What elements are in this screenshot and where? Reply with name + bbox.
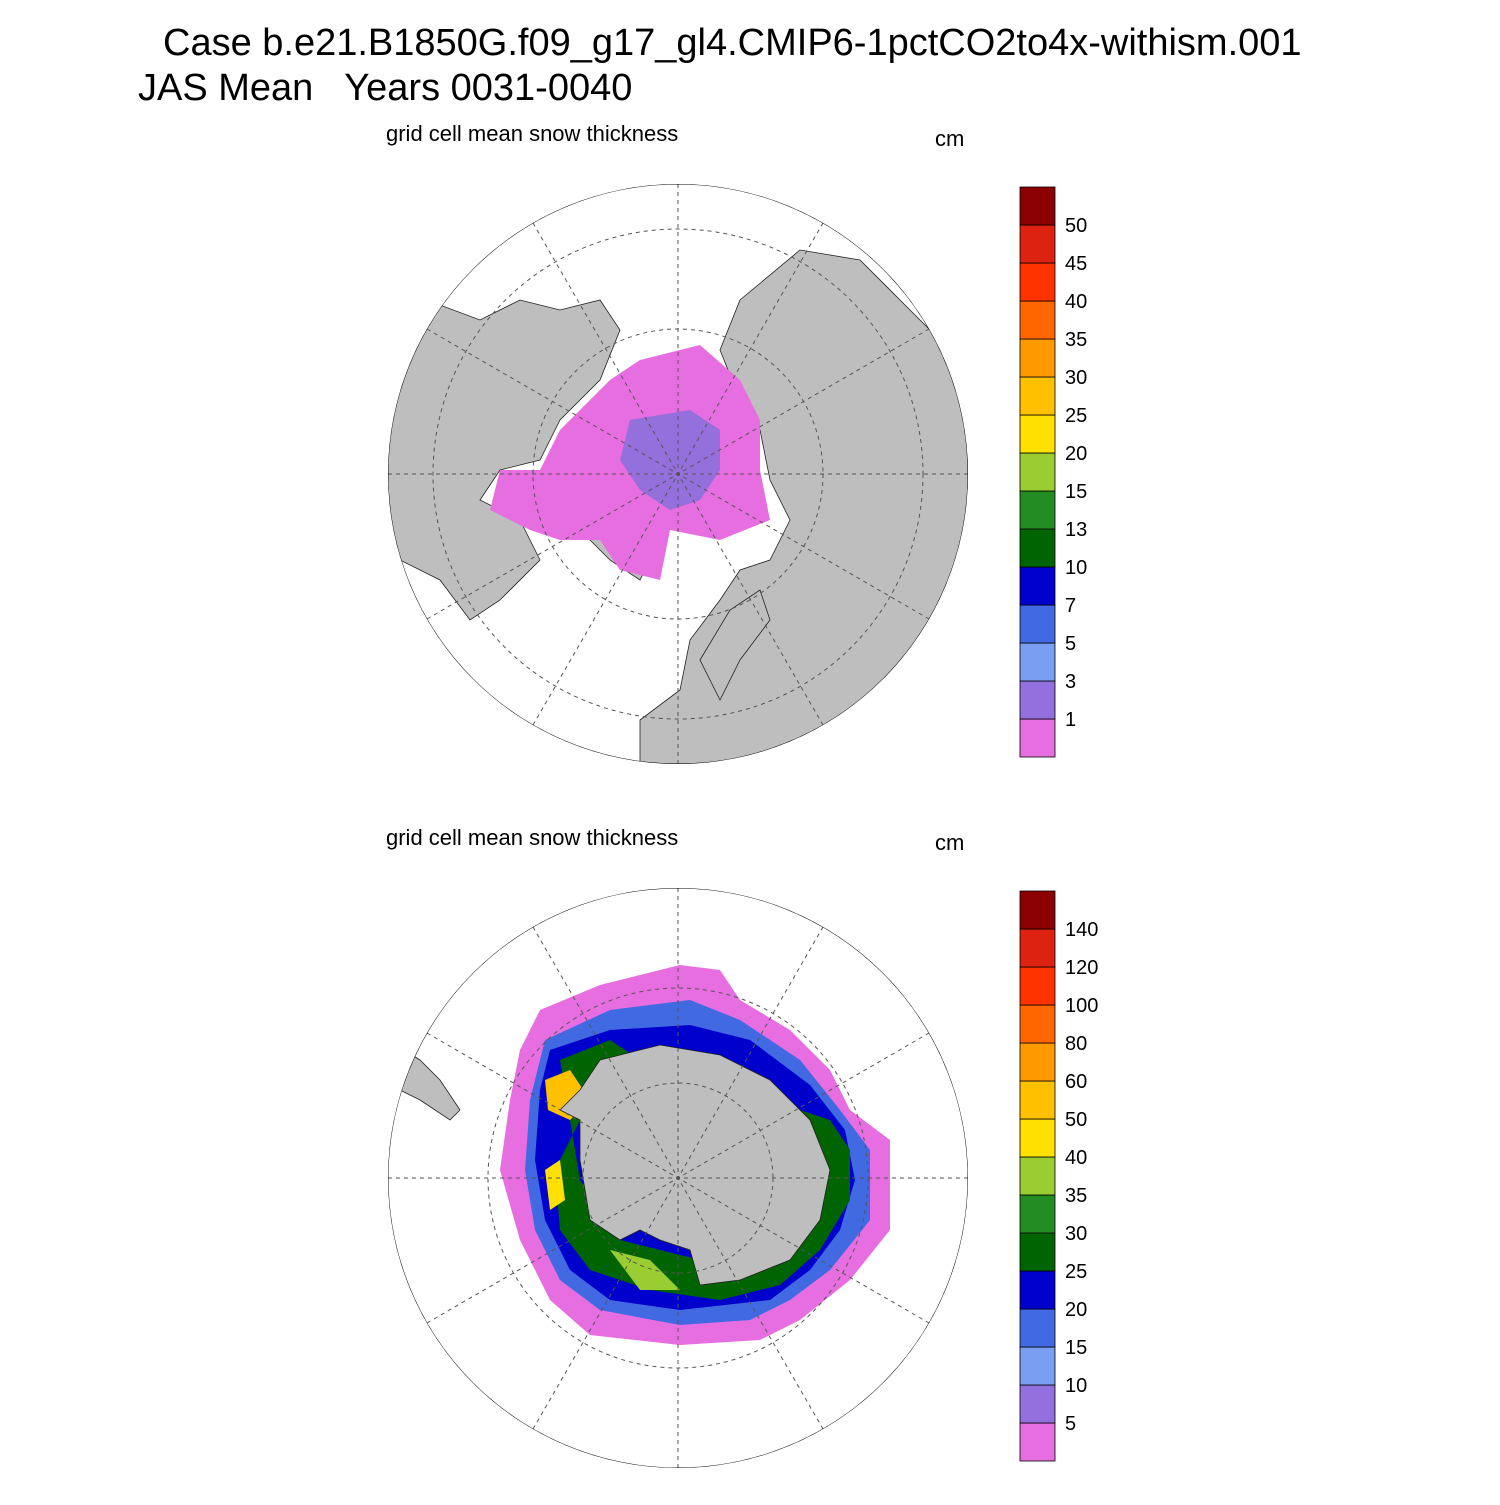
colorbar-box xyxy=(1019,300,1056,340)
colorbar-box xyxy=(1019,262,1056,302)
colorbar-label: 10 xyxy=(1065,557,1087,579)
colorbar-label: 15 xyxy=(1065,1337,1087,1359)
colorbar-box xyxy=(1019,224,1056,264)
colorbar-box xyxy=(1019,1384,1056,1424)
north-map xyxy=(388,184,968,764)
colorbar-box xyxy=(1019,604,1056,644)
colorbar-box xyxy=(1019,528,1056,568)
colorbar-box xyxy=(1019,966,1056,1006)
colorbar-label: 120 xyxy=(1065,957,1098,979)
colorbar-box xyxy=(1019,718,1056,758)
colorbar-label: 140 xyxy=(1065,919,1098,941)
colorbar-box xyxy=(1019,338,1056,378)
colorbar-label: 5 xyxy=(1065,633,1076,655)
colorbar-label: 100 xyxy=(1065,995,1098,1017)
colorbar-label: 80 xyxy=(1065,1033,1087,1055)
colorbar-box xyxy=(1019,1080,1056,1120)
colorbar-box xyxy=(1019,642,1056,682)
colorbar-box xyxy=(1019,566,1056,606)
colorbar-box xyxy=(1019,1194,1056,1234)
colorbar-label: 40 xyxy=(1065,291,1087,313)
colorbar-box xyxy=(1019,376,1056,416)
main-title: Case b.e21.B1850G.f09_g17_gl4.CMIP6-1pct… xyxy=(163,22,1302,64)
colorbar-box xyxy=(1019,680,1056,720)
colorbar-label: 1 xyxy=(1065,709,1076,731)
main-subtitle: JAS Mean Years 0031-0040 xyxy=(138,67,632,109)
colorbar-box xyxy=(1019,1422,1056,1462)
colorbar-label: 45 xyxy=(1065,253,1087,275)
colorbar-box xyxy=(1019,1270,1056,1310)
south-map xyxy=(388,888,968,1468)
colorbar-label: 5 xyxy=(1065,1413,1076,1435)
colorbar-label: 30 xyxy=(1065,367,1087,389)
colorbar-label: 3 xyxy=(1065,671,1076,693)
colorbar-label: 10 xyxy=(1065,1375,1087,1397)
colorbar-label: 7 xyxy=(1065,595,1076,617)
colorbar-box xyxy=(1019,452,1056,492)
colorbar-label: 25 xyxy=(1065,1261,1087,1283)
panel-title: grid cell mean snow thickness xyxy=(386,825,678,850)
colorbar-box xyxy=(1019,1042,1056,1082)
colorbar-box xyxy=(1019,928,1056,968)
colorbar-box xyxy=(1019,490,1056,530)
colorbar-box xyxy=(1019,1308,1056,1348)
colorbar-box xyxy=(1019,1346,1056,1386)
colorbar-box xyxy=(1019,414,1056,454)
colorbar-label: 15 xyxy=(1065,481,1087,503)
colorbar-box xyxy=(1019,1156,1056,1196)
colorbar-box xyxy=(1019,186,1056,226)
colorbar-box xyxy=(1019,1118,1056,1158)
colorbar-label: 30 xyxy=(1065,1223,1087,1245)
colorbar-label: 40 xyxy=(1065,1147,1087,1169)
units-label: cm xyxy=(935,830,964,855)
colorbar-label: 25 xyxy=(1065,405,1087,427)
colorbar-label: 50 xyxy=(1065,1109,1087,1131)
colorbar-label: 35 xyxy=(1065,329,1087,351)
colorbar-box xyxy=(1019,890,1056,930)
units-label: cm xyxy=(935,126,964,151)
panel-title: grid cell mean snow thickness xyxy=(386,121,678,146)
colorbar-label: 35 xyxy=(1065,1185,1087,1207)
colorbar-label: 13 xyxy=(1065,519,1087,541)
colorbar-box xyxy=(1019,1232,1056,1272)
colorbar-box xyxy=(1019,1004,1056,1044)
colorbar-label: 20 xyxy=(1065,443,1087,465)
colorbar-label: 20 xyxy=(1065,1299,1087,1321)
colorbar-label: 60 xyxy=(1065,1071,1087,1093)
colorbar-label: 50 xyxy=(1065,215,1087,237)
